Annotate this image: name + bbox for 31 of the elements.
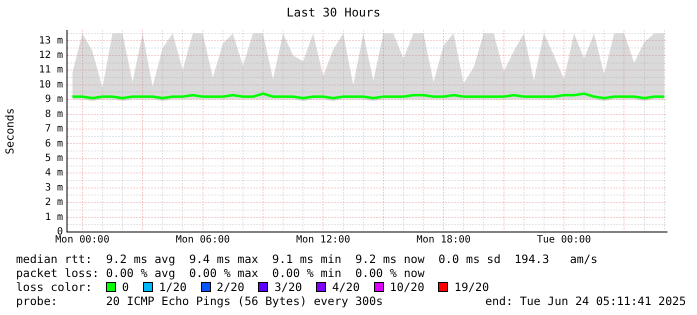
- text: end: Tue Jun 24 05:11:41 2025: [485, 294, 686, 308]
- text: median rtt: 9.2 ms avg 9.4 ms max 9.1 ms min 9.2 ms now 0.0 ms sd 194.3 am/s: [16, 252, 599, 266]
- y-tick-label: 2 m: [44, 197, 63, 208]
- legend-label: 4/20: [332, 280, 360, 294]
- text: probe: 20 ICMP Echo Pings (56 Bytes) every 300s: [16, 294, 383, 308]
- x-tick-label: Mon 18:00: [416, 234, 471, 246]
- x-tick-label: Tue 00:00: [536, 234, 592, 246]
- legend-label: 0: [122, 280, 129, 294]
- text: packet loss: 0.00 % avg 0.00 % max 0.00 % min 0.00 % now: [16, 266, 426, 280]
- text: loss color:: [16, 280, 92, 294]
- legend-label: 19/20: [454, 280, 490, 294]
- y-tick-label: 9 m: [44, 94, 63, 106]
- y-tick-label: 1 m: [44, 212, 63, 223]
- y-tick-label: 8 m: [44, 108, 63, 120]
- y-tick-label: 6 m: [44, 138, 63, 150]
- y-tick-label: 7 m: [44, 124, 63, 135]
- y-tick-label: 3 m: [44, 182, 63, 194]
- legend-label: 2/20: [216, 280, 244, 294]
- legend-label: 10/20: [390, 280, 424, 294]
- x-tick-label: Mon 12:00: [296, 234, 350, 246]
- y-tick-label: 10 m: [38, 79, 63, 90]
- y-tick-label: 12 m: [38, 50, 63, 62]
- y-tick-label: 11 m: [38, 64, 63, 76]
- y-tick-label: 5 m: [44, 153, 63, 164]
- y-tick-label: 13 m: [38, 35, 63, 46]
- y-tick-label: 4 m: [44, 168, 63, 179]
- legend-label: 1/20: [158, 280, 187, 294]
- legend-label: 3/20: [274, 280, 302, 294]
- x-tick-label: Mon 06:00: [176, 234, 230, 246]
- y-axis-title: Seconds: [3, 108, 16, 154]
- chart-title: Last 30 Hours: [286, 5, 380, 20]
